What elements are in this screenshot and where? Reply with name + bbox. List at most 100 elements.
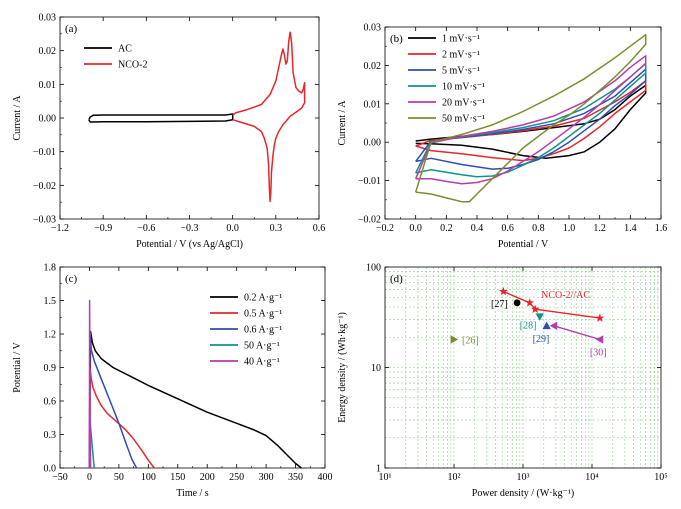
y-tick-label: 1.2: [44, 330, 57, 341]
y-axis-label: Potential / V: [12, 342, 23, 393]
panel-label: (b): [390, 33, 403, 45]
legend-label-1: NCO-2: [118, 60, 147, 71]
y-tick-label: 0.01: [39, 80, 57, 91]
y-tick-label: 1.8: [44, 263, 57, 274]
y-ticks: −0.03 −0.02 −0.01 0.00 0.01 0.02 0.03: [33, 13, 319, 226]
nco-star-2: [530, 304, 540, 313]
ragone-marks: NCO-2//AC [27] [28] [29] [26] [30]: [450, 286, 607, 358]
y-axis-label: Current / A: [337, 100, 348, 146]
y-ticks: 1 10 100: [366, 263, 661, 475]
nco-star-0: [499, 286, 508, 296]
ref-label-0: [27]: [491, 299, 508, 310]
y-tick-label: 0.03: [364, 23, 382, 34]
x-tick-label: −50: [52, 472, 68, 483]
legend-label-4: 40 A·g⁻¹: [244, 357, 280, 368]
y-tick-label: 0.6: [44, 397, 57, 408]
x-tick-label: 0.6: [313, 223, 326, 234]
legend-label-1: 2 mV·s⁻¹: [442, 50, 480, 61]
x-tick-label: 50: [114, 472, 124, 483]
x-tick-label: 100: [141, 472, 156, 483]
y-tick-label: −0.03: [33, 215, 56, 226]
ref-point-3: [450, 335, 459, 344]
y-tick-label: 1: [376, 464, 381, 475]
nco-star-1: [525, 298, 535, 307]
x-ticks: 10¹ 10² 10³ 10⁴ 10⁵: [379, 267, 668, 483]
x-tick-label: 0.6: [501, 223, 514, 234]
y-tick-label: 100: [366, 263, 381, 274]
x-tick-label: 1.0: [563, 223, 576, 234]
y-tick-label: −0.02: [33, 181, 56, 192]
series-line-4: [88, 299, 92, 469]
nco-line: [503, 290, 600, 319]
legend-label-5: 50 mV·s⁻¹: [442, 114, 485, 125]
x-tick-label: 0.0: [226, 223, 239, 234]
legend-label-0: 1 mV·s⁻¹: [442, 34, 480, 45]
grid: [385, 267, 661, 468]
x-axis-label: Time / s: [176, 488, 209, 499]
y-tick-label: 0.02: [39, 46, 57, 57]
series-line-4: [415, 55, 647, 185]
x-tick-label: 10²: [448, 472, 461, 483]
panel-b-cv-scan-rates: −0.2 0.0 0.2 0.4 0.6 0.8 1.0 1.2 1.4 1.6−0.02−0.0…: [337, 23, 667, 251]
x-tick-label: 0.0: [409, 223, 422, 234]
ref-label-1: [28]: [520, 321, 537, 332]
ref30-marker-start: [549, 321, 558, 330]
legend: AC NCO-2: [84, 44, 147, 71]
y-axis-label: Energy density / (Wh·kg⁻¹): [337, 312, 348, 423]
y-tick-label: −0.01: [358, 176, 381, 187]
x-tick-label: 0.8: [532, 223, 545, 234]
legend-label-0: AC: [118, 44, 132, 55]
y-axis-label: Current / A: [12, 95, 23, 141]
series-line-5: [414, 33, 647, 203]
legend-label-2: 0.6 A·g⁻¹: [244, 325, 282, 336]
x-tick-label: 10⁵: [654, 472, 668, 483]
x-tick-label: 150: [170, 472, 185, 483]
ref30-label: [30]: [590, 347, 607, 358]
x-tick-label: 10³: [517, 472, 530, 483]
x-tick-label: 250: [229, 472, 244, 483]
series-line-0: [88, 113, 234, 123]
y-tick-label: 0.0: [44, 464, 57, 475]
y-tick-label: 0.00: [39, 114, 57, 125]
y-tick-label: 0.00: [364, 138, 382, 149]
nco-label: NCO-2//AC: [541, 290, 590, 301]
series-group: [88, 299, 302, 469]
panel-c-gcd-curves: −50 0 50 100 150 200 250 300 350 400 0.0 0.3 0.6 0.9 1…: [12, 263, 333, 500]
x-tick-label: −0.9: [94, 223, 112, 234]
y-ticks: −0.02 −0.01 0.00 0.01 0.02 0.03: [358, 23, 661, 226]
x-tick-label: −1.2: [51, 223, 69, 234]
x-axis-label: Potential / V (vs Ag/AgCl): [136, 239, 243, 250]
legend-label-1: 0.5 A·g⁻¹: [244, 309, 282, 320]
legend-label-3: 50 A·g⁻¹: [244, 341, 280, 352]
legend-label-2: 5 mV·s⁻¹: [442, 66, 480, 77]
y-tick-label: 0.02: [364, 61, 382, 72]
y-tick-label: 0.3: [44, 430, 57, 441]
x-ticks: −0.2 0.0 0.2 0.4 0.6 0.8 1.0 1.2 1.4 1.6: [376, 27, 667, 234]
series-line-0: [88, 331, 302, 469]
series-line-1: [232, 31, 306, 203]
x-tick-label: 200: [200, 472, 215, 483]
plot-frame: [59, 266, 326, 469]
y-tick-label: −0.01: [33, 147, 56, 158]
ref-point-0: [513, 299, 521, 307]
nco-star-3: [595, 313, 605, 322]
legend-label-0: 0.2 A·g⁻¹: [244, 293, 282, 304]
y-tick-label: 0.01: [364, 99, 382, 110]
x-tick-label: −0.6: [137, 223, 155, 234]
legend: 0.2 A·g⁻¹ 0.5 A·g⁻¹ 0.6 A·g⁻¹ 50 A·g⁻¹ 40 A·…: [210, 293, 282, 368]
y-tick-label: 1.5: [44, 296, 57, 307]
x-tick-label: 0.2: [440, 223, 453, 234]
legend: 1 mV·s⁻¹ 2 mV·s⁻¹ 5 mV·s⁻¹ 10 mV·s⁻¹ 20 mV·s…: [408, 34, 485, 125]
series-line-2: [415, 68, 647, 170]
ref-label-2: [29]: [533, 334, 550, 345]
x-ticks: −1.2 −0.9 −0.6 −0.3 0.0 0.3 0.6: [51, 17, 325, 234]
x-tick-label: −0.2: [376, 223, 394, 234]
x-tick-label: 1.4: [624, 223, 637, 234]
x-tick-label: 400: [318, 472, 333, 483]
y-tick-label: 10: [371, 363, 381, 374]
series-line-3: [415, 62, 647, 178]
y-tick-label: 0.9: [44, 363, 57, 374]
series-line-2: [88, 329, 138, 469]
series-group: [414, 33, 647, 203]
